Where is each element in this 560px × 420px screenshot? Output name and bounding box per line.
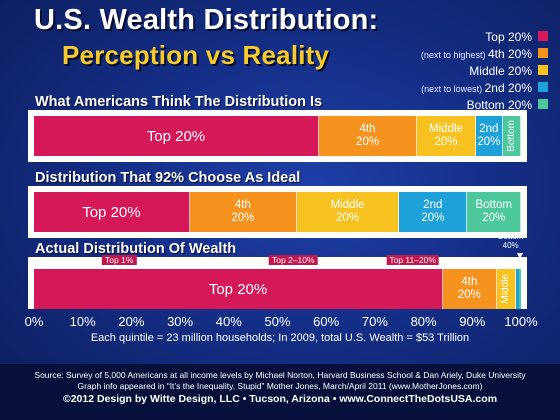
row-title-actual: Actual Distribution Of Wealth: [35, 241, 237, 257]
subdivision-tick: [203, 258, 205, 266]
bottom-40-annotation: Bottom 40%: [498, 232, 524, 250]
bar-segment: 4th 20%: [189, 192, 297, 232]
legend-item: Top 20%: [348, 28, 548, 45]
subdivision-tick: [34, 258, 35, 266]
legend-note: (next to lowest): [421, 84, 485, 94]
legend-label: Top 20%: [485, 30, 532, 44]
chart-title: U.S. Wealth Distribution:: [34, 4, 379, 36]
segment-label: 4th 20%: [231, 199, 255, 224]
subdivision-label: Top 1%: [102, 255, 137, 265]
bar-segment: Top 20%: [34, 192, 190, 232]
bar-segment: [516, 269, 520, 309]
row-title-ideal: Distribution That 92% Choose As Ideal: [35, 170, 301, 186]
segment-label: Bottom 20%: [475, 199, 512, 224]
x-tick-label: 0%: [24, 314, 44, 329]
bar-segment: Middle 20%: [296, 192, 400, 232]
x-tick-label: 60%: [313, 314, 340, 329]
x-tick-label: 50%: [264, 314, 291, 329]
bottom-40-arrow-icon: [517, 253, 523, 259]
segment-label: Middle: [500, 274, 512, 304]
publication-line: Graph info appeared in “It’s the Inequal…: [77, 381, 483, 391]
top20-subdivision: Top 11–20%: [382, 255, 444, 269]
top20-subdivision: Top 1%: [34, 255, 205, 269]
bar-segment: Middle: [496, 269, 517, 309]
legend-swatch: [538, 65, 548, 75]
bar-segment: Top 20%: [34, 269, 444, 309]
legend-item: Bottom 20%: [348, 96, 548, 113]
x-tick-label: 10%: [69, 314, 96, 329]
segment-label: 4th 20%: [457, 276, 481, 301]
segment-label: Top 20%: [208, 280, 268, 298]
legend-label: Bottom 20%: [466, 98, 532, 112]
x-tick-label: 30%: [167, 314, 194, 329]
subdivision-tick: [204, 258, 206, 266]
quintile-footnote: Each quintile = 23 million households; I…: [90, 332, 470, 344]
source-line: Source: Survey of 5,000 Americans at all…: [34, 370, 526, 380]
segment-label: 2nd 20%: [477, 123, 501, 148]
bar-segment: Bottom 20%: [467, 192, 521, 232]
x-tick-label: 70%: [361, 314, 388, 329]
segment-label: Middle 20%: [330, 199, 365, 224]
subdivision-label: Top 2–10%: [269, 255, 318, 265]
row-title-perceived: What Americans Think The Distribution Is: [35, 94, 323, 110]
credit-line: ©2012 Design by Witte Design, LLC • Tucs…: [62, 393, 498, 405]
bar-segment: Bottom: [502, 116, 521, 156]
x-tick-label: 20%: [118, 314, 145, 329]
legend-swatch: [538, 31, 548, 41]
segment-label: Middle 20%: [429, 123, 463, 148]
subdivision-tick: [381, 258, 383, 266]
bar-perceived: Top 20% 4th 20% Middle 20% 2nd 20% Bottom: [34, 116, 521, 156]
bar-ideal: Top 20% 4th 20% Middle 20% 2nd 20% Bottom 20…: [34, 192, 521, 232]
legend-item: (next to highest) 4th 20%: [348, 45, 548, 62]
bar-segment: 2nd 20%: [475, 116, 503, 156]
bar-segment: Middle 20%: [417, 116, 476, 156]
legend: Top 20% (next to highest) 4th 20% Middle 2…: [348, 28, 548, 113]
bar-segment: Top 20%: [34, 116, 319, 156]
x-tick-label: 100%: [504, 314, 538, 329]
x-tick-label: 40%: [215, 314, 242, 329]
subdivision-tick: [442, 258, 444, 266]
bar-actual: Top 20% 4th 20% Middle Top 1% Top 2–10% Top 1…: [34, 255, 521, 309]
source-footer: Source: Survey of 5,000 Americans at all…: [0, 364, 560, 420]
legend-swatch: [538, 82, 548, 92]
segment-label: 2nd 20%: [421, 199, 445, 224]
legend-label: Middle 20%: [469, 64, 532, 78]
top20-subdivision: Top 2–10%: [204, 255, 383, 269]
legend-item: (next to lowest) 2nd 20%: [348, 79, 548, 96]
segment-label: Bottom: [505, 120, 517, 152]
x-tick-label: 80%: [410, 314, 437, 329]
x-tick-label: 90%: [459, 314, 486, 329]
bar-segment: 4th 20%: [443, 269, 497, 309]
legend-label: 4th 20%: [487, 47, 532, 61]
legend-label: 2nd 20%: [484, 81, 532, 95]
segment-label: Top 20%: [146, 127, 206, 145]
subdivision-label: Top 11–20%: [386, 255, 439, 265]
legend-note: (next to highest): [420, 50, 488, 60]
x-axis: 0% 10% 20% 30% 40% 50% 60% 70% 80% 90% 100%: [25, 314, 538, 334]
bar-segment: [519, 269, 521, 309]
chart-subtitle: Perception vs Reality: [62, 40, 330, 70]
segment-label: 4th 20%: [356, 123, 380, 148]
subdivision-tick: [382, 258, 384, 266]
segment-label: Top 20%: [82, 203, 141, 221]
legend-swatch: [538, 48, 548, 58]
legend-swatch: [538, 99, 548, 109]
legend-item: Middle 20%: [348, 62, 548, 79]
bar-segment: 4th 20%: [318, 116, 418, 156]
bar-segment: 2nd 20%: [399, 192, 468, 232]
